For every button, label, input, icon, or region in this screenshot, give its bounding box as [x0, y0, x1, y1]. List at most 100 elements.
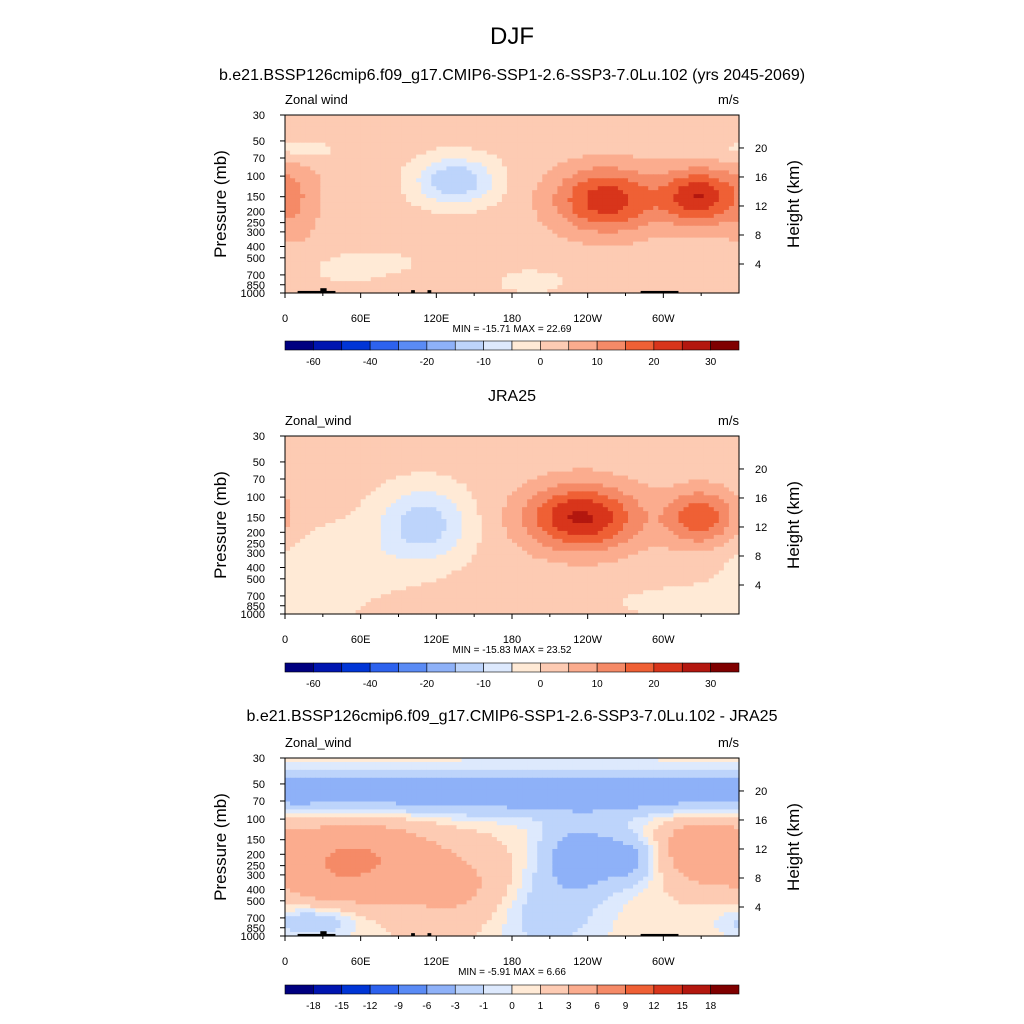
heatmap-cell [345, 257, 352, 262]
heatmap-cell [728, 170, 735, 175]
right-tick-label: 12 [755, 201, 767, 213]
heatmap-cell [446, 285, 453, 290]
heatmap-cell [416, 447, 422, 453]
heatmap-cell [395, 269, 402, 274]
heatmap-cell [451, 162, 458, 168]
heatmap-cell [582, 285, 589, 290]
heatmap-cell [385, 198, 392, 203]
heatmap-cell [683, 134, 690, 140]
heatmap-cell [612, 451, 619, 457]
heatmap-cell [285, 436, 291, 441]
heatmap-cell [300, 178, 306, 183]
heatmap-cell [728, 146, 735, 152]
heatmap-cell [582, 277, 589, 282]
heatmap-cell [512, 138, 518, 144]
heatmap-cell [638, 277, 644, 282]
heatmap-cell [683, 130, 690, 136]
heatmap-cell [653, 281, 659, 286]
heatmap-cell [466, 182, 473, 187]
heatmap-cell [698, 261, 705, 266]
heatmap-cell [607, 249, 614, 255]
heatmap-cell [461, 118, 468, 124]
heatmap-cell [451, 439, 458, 445]
heatmap-cell [718, 202, 725, 207]
heatmap-cell [638, 154, 644, 160]
heatmap-cell [501, 221, 508, 227]
heatmap-cell [285, 443, 291, 449]
heatmap-cell [461, 174, 468, 179]
heatmap-cell [703, 447, 710, 453]
heatmap-cell [617, 198, 624, 203]
heatmap-cell [633, 142, 639, 148]
heatmap-cell [355, 436, 362, 441]
heatmap-cell [592, 182, 599, 187]
heatmap-cell [395, 126, 402, 132]
heatmap-cell [421, 467, 427, 473]
heatmap-cell [345, 198, 352, 203]
heatmap-cell [295, 277, 301, 282]
heatmap-cell [461, 257, 468, 262]
heatmap-cell [673, 126, 680, 132]
heatmap-cell [567, 221, 574, 227]
heatmap-cell [688, 158, 695, 164]
heatmap-cell [446, 471, 453, 477]
heatmap-cell [602, 138, 609, 144]
heatmap-cell [320, 459, 326, 465]
heatmap-cell [506, 273, 513, 278]
heatmap-cell [411, 213, 417, 219]
heatmap-cell [290, 269, 296, 274]
heatmap-cell [643, 150, 649, 156]
heatmap-cell [658, 229, 664, 235]
heatmap-cell [441, 459, 448, 465]
heatmap-cell [300, 154, 306, 160]
heatmap-cell [673, 118, 680, 124]
heatmap-cell [446, 221, 453, 227]
heatmap-cell [537, 459, 543, 465]
heatmap-cell [683, 213, 690, 219]
heatmap-cell [562, 241, 569, 247]
heatmap-cell [365, 182, 372, 187]
heatmap-cell [562, 451, 569, 457]
colorbar-label: 30 [705, 357, 717, 368]
heatmap-cell [456, 269, 463, 274]
heatmap-cell [461, 459, 468, 465]
heatmap-cell [446, 174, 453, 179]
heatmap-cell [390, 249, 397, 255]
heatmap-cell [295, 162, 301, 168]
heatmap-cell [668, 439, 675, 445]
heatmap-cell [325, 237, 331, 243]
heatmap-cell [668, 459, 675, 465]
heatmap-cell [713, 285, 720, 290]
heatmap-cell [305, 463, 311, 469]
heatmap-cell [345, 269, 352, 274]
heatmap-cell [582, 233, 589, 239]
heatmap-cell [708, 237, 715, 243]
heatmap-cell [698, 451, 705, 457]
heatmap-cell [713, 463, 720, 469]
heatmap-cell [542, 186, 548, 191]
heatmap-cell [698, 154, 705, 160]
heatmap-cell [587, 134, 594, 140]
heatmap-cell [713, 202, 720, 207]
heatmap-cell [628, 261, 634, 266]
heatmap-cell [612, 467, 619, 473]
heatmap-cell [431, 245, 437, 251]
heatmap-cell [517, 115, 523, 120]
heatmap-cell [688, 459, 695, 465]
heatmap-cell [602, 463, 609, 469]
heatmap-cell [451, 190, 458, 195]
heatmap-cell [385, 118, 392, 124]
heatmap-cell [481, 439, 488, 445]
heatmap-cell [370, 134, 377, 140]
heatmap-cell [411, 443, 417, 449]
heatmap-cell [612, 249, 619, 255]
heatmap-cell [673, 205, 680, 211]
heatmap-cell [406, 146, 412, 152]
heatmap-cell [683, 257, 690, 262]
heatmap-cell [451, 217, 458, 223]
heatmap-cell [501, 447, 508, 453]
heatmap-cell [683, 237, 690, 243]
heatmap-cell [683, 233, 690, 239]
y-tick-label: 850 [247, 280, 265, 292]
heatmap-cell [607, 281, 614, 286]
